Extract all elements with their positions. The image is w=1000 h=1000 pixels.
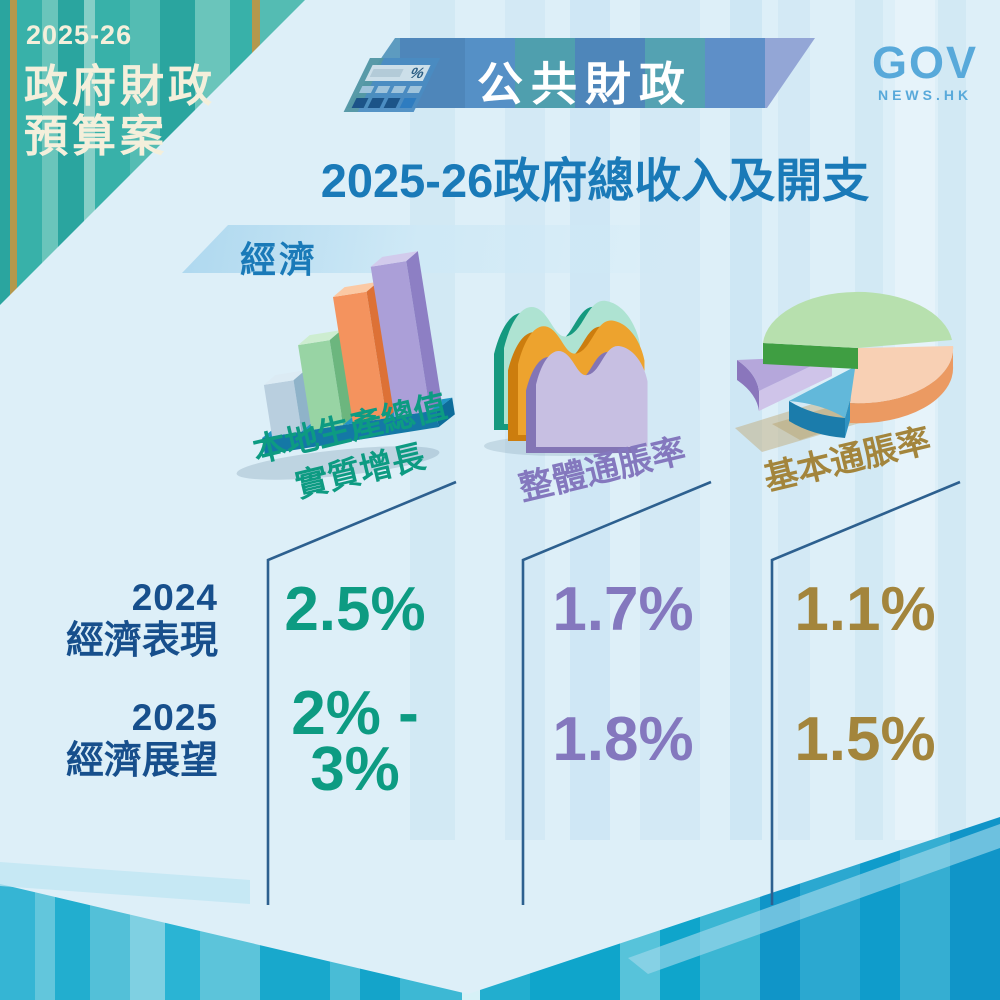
column-divider [521,480,712,905]
value-2025-headline-inflation: 1.8% [518,705,728,774]
column-label-headline-inflation: 整體通脹率 [502,426,702,515]
value-line: 1.1% [794,575,936,644]
topic-banner-title: 公共財政 [477,58,693,110]
gov-logo-text: GOV [872,37,979,88]
value-2024-underlying-inflation: 1.1% [760,575,970,644]
column-label-line: 基本通脹率 [760,421,935,499]
gov-newshk-logo: GOV news.hk [872,37,979,104]
newshk-logo-text: news.hk [877,87,973,103]
headline-inflation-wave-icon [484,300,648,456]
column-label-gdp: 本地生產總值 實質增長 [238,382,472,518]
value-2025-underlying-inflation: 1.5% [760,705,970,774]
row-year: 2024 [131,577,218,618]
row-text: 經濟展望 [65,740,218,782]
value-line: 1.5% [794,705,936,774]
value-line: 1.8% [552,705,694,774]
badge-title-line2: 預算案 [24,112,168,161]
value-2025-gdp: 2% - 3% [250,679,460,804]
column-label-line: 整體通脹率 [515,431,690,509]
value-line: 1.7% [552,575,694,644]
section-label: 經濟 [240,239,319,280]
value-line: 3% [310,735,400,804]
badge-title-line1: 政府財政 [24,62,216,111]
row-label-2025: 2025 經濟展望 [40,697,218,783]
value-line: 2% - [291,679,419,748]
column-label-underlying-inflation: 基本通脹率 [747,416,947,505]
row-label-2024: 2024 經濟表現 [40,577,218,663]
section-tag [182,225,702,273]
page-title: 2025-26政府總收入及開支 [320,154,870,207]
row-year: 2025 [131,697,218,738]
row-text: 經濟表現 [65,620,218,662]
badge-year: 2025-26 [26,20,133,50]
value-2024-gdp: 2.5% [250,575,460,644]
value-line: 2.5% [284,575,426,644]
value-2024-headline-inflation: 1.7% [518,575,728,644]
bg-stripe [730,0,762,840]
